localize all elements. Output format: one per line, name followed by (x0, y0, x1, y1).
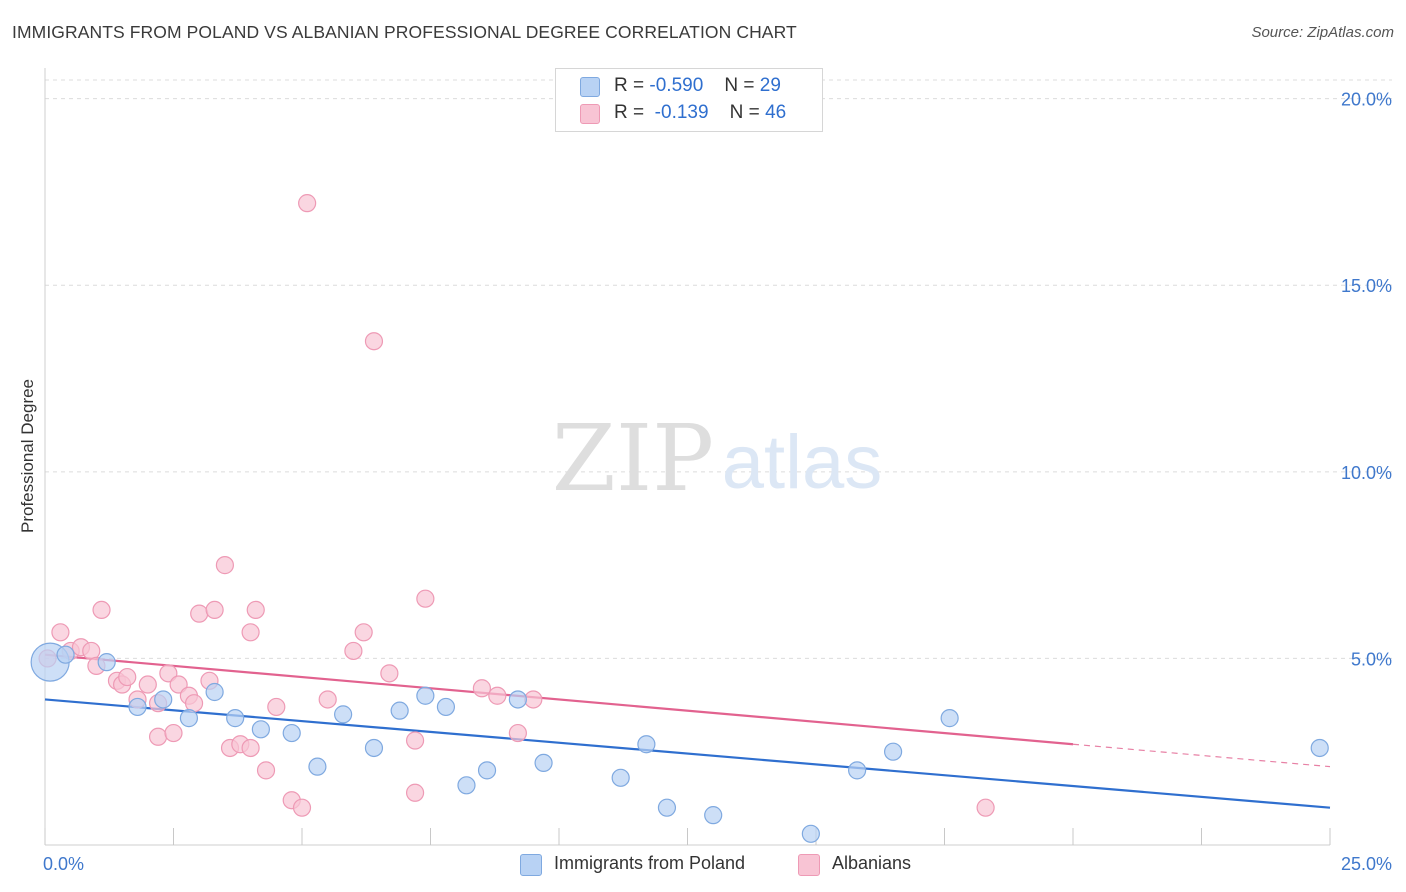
poland-point (508, 690, 527, 709)
poland-point (56, 645, 75, 664)
albanians-point (205, 600, 224, 620)
watermark: ZIP atlas (552, 405, 882, 512)
albanians-r-value: -0.139 (654, 102, 709, 123)
poland-point (154, 690, 173, 709)
albanians-point (164, 723, 183, 743)
watermark-atlas: atlas (722, 420, 883, 505)
poland-point (704, 806, 723, 825)
x-tick-label: 0.0% (43, 854, 84, 874)
poland-point (534, 753, 553, 773)
albanians-point (508, 723, 527, 743)
y-tick-label: 10.0% (1341, 463, 1392, 483)
poland-swatch (580, 77, 600, 97)
poland-point (637, 735, 656, 754)
poland-point (97, 653, 116, 672)
poland-point (390, 701, 409, 720)
albanians-point (364, 332, 384, 351)
correlation-legend: R = -0.590 N = 29 R = -0.139 N = 46 (555, 68, 823, 132)
albanians-legend-label: Albanians (832, 853, 912, 873)
poland-point (308, 757, 327, 776)
n-label: N = (724, 75, 755, 96)
albanians-point (292, 798, 312, 817)
albanians-point (267, 697, 286, 717)
albanians-point (354, 623, 373, 642)
poland-point (436, 697, 456, 717)
albanians-point (138, 675, 157, 694)
poland-point (205, 682, 224, 702)
albanians-trend-extension (1072, 743, 1331, 768)
albanians-point (148, 727, 168, 746)
poland-point (334, 705, 353, 724)
albanians-point (51, 623, 70, 642)
n-label: N = (729, 102, 760, 123)
chart-title: IMMIGRANTS FROM POLAND VS ALBANIAN PROFE… (12, 22, 797, 42)
r-label: R = (614, 102, 645, 123)
albanians-point (190, 604, 209, 623)
poland-point (282, 723, 301, 743)
albanians-n-value: 46 (765, 102, 787, 123)
albanians-point (318, 690, 337, 709)
r-label: R = (614, 75, 645, 96)
poland-point (657, 798, 677, 817)
albanians-point (215, 556, 234, 575)
albanians-point (976, 798, 995, 817)
albanians-legend-swatch (798, 854, 820, 876)
albanians-point (488, 686, 507, 705)
poland-point (801, 824, 820, 843)
albanians-point (241, 623, 260, 642)
poland-n-value: 29 (759, 75, 781, 96)
y-tick-label: 20.0% (1341, 90, 1392, 110)
albanians-point (298, 194, 317, 213)
albanians-point (241, 738, 260, 758)
poland-point (1310, 738, 1329, 758)
poland-point (883, 742, 903, 761)
poland-point (416, 686, 435, 705)
poland-point (940, 709, 959, 728)
poland-point (457, 776, 476, 795)
albanians-point (405, 731, 425, 750)
albanians-point (256, 761, 276, 780)
poland-point (251, 720, 270, 739)
poland-point (179, 709, 199, 728)
trend-lines (44, 653, 1331, 809)
source-label: Source: ZipAtlas.com (1251, 24, 1394, 41)
poland-r-value: -0.590 (649, 75, 704, 96)
albanians-point (169, 675, 188, 694)
poland-point (128, 697, 147, 717)
poland-trend-line (44, 698, 1331, 809)
albanians-point (159, 664, 178, 683)
albanians-point (118, 667, 137, 687)
albanians-swatch (580, 104, 600, 124)
albanians-point (416, 589, 435, 608)
tick-labels: 5.0% 10.0% 15.0% 20.0% 0.0% 25.0% (43, 90, 1392, 874)
y-tick-label: 15.0% (1341, 276, 1392, 296)
poland-legend-label: Immigrants from Poland (554, 853, 746, 873)
albanians-point (472, 679, 491, 698)
data-points (30, 194, 1329, 843)
albanians-trend-line (44, 653, 1074, 746)
albanians-point (246, 600, 265, 620)
albanians-point (344, 641, 363, 661)
poland-point (364, 738, 384, 758)
series-legend: Immigrants from Poland Albanians (0, 852, 1406, 878)
albanians-point (524, 690, 543, 709)
y-tick-label: 5.0% (1351, 649, 1392, 669)
poland-legend-swatch (520, 854, 542, 876)
poland-point (226, 709, 245, 728)
grid-lines (45, 79, 1392, 659)
poland-point (611, 768, 630, 787)
albanians-point (405, 783, 425, 802)
poland-point (477, 761, 497, 780)
x-tick-label: 25.0% (1341, 854, 1392, 874)
watermark-zip: ZIP (552, 405, 714, 512)
axes (44, 68, 1331, 846)
albanians-point (380, 664, 399, 683)
albanians-point (92, 600, 111, 620)
poland-point (848, 761, 867, 780)
